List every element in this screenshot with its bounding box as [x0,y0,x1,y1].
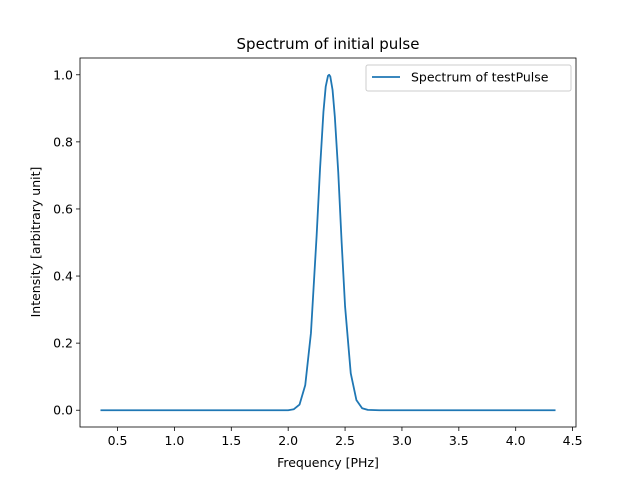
series-line-0 [100,73,556,412]
chart-title: Spectrum of initial pulse [237,35,420,53]
x-axis-label: Frequency [PHz] [277,455,379,470]
y-tick-label: 0.8 [53,134,73,149]
x-tick-label: 0.5 [108,433,128,448]
x-tick-label: 1.5 [221,433,241,448]
x-axis: 0.5 1.0 1.5 2.0 2.5 3.0 3.5 4.0 4.5 [108,427,583,448]
y-axis: 0.0 0.2 0.4 0.6 0.8 1.0 [53,67,80,418]
y-axis-label: Intensity [arbitrary unit] [28,167,43,318]
x-tick-label: 2.0 [278,433,298,448]
legend: Spectrum of testPulse [365,64,572,92]
legend-box [365,64,572,92]
plot-frame [79,57,577,428]
x-tick-label: 3.0 [392,433,412,448]
plot-area [79,57,577,428]
y-tick-label: 0.4 [53,269,73,284]
x-tick-label: 4.5 [563,433,583,448]
legend-label: Spectrum of testPulse [411,70,549,85]
x-tick-label: 4.0 [506,433,526,448]
y-tick-label: 0.2 [53,336,73,351]
y-tick-label: 0.0 [53,403,73,418]
x-tick-label: 3.5 [449,433,469,448]
y-tick-label: 1.0 [53,67,73,82]
x-tick-label: 2.5 [335,433,355,448]
x-tick-label: 1.0 [164,433,184,448]
y-tick-label: 0.6 [53,201,73,216]
